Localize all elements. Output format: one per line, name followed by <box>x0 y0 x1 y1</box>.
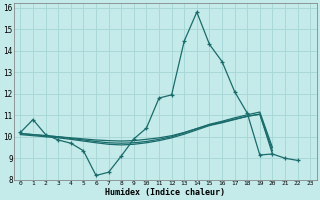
X-axis label: Humidex (Indice chaleur): Humidex (Indice chaleur) <box>105 188 225 197</box>
